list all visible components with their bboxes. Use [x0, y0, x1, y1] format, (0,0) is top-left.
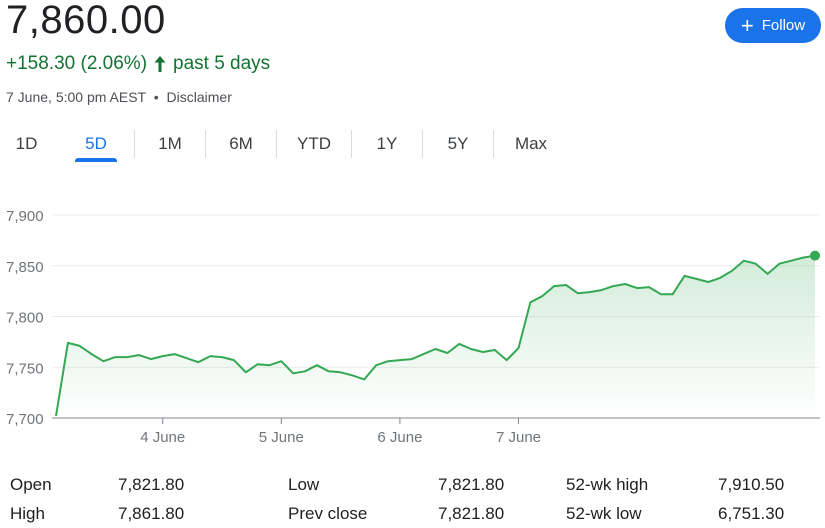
tab-label: YTD [297, 134, 331, 153]
tab-ytd[interactable]: YTD [277, 124, 351, 164]
price-chart[interactable]: 7,700 7,750 7,800 7,850 7,900 4 June 5 June 6 J… [0, 196, 825, 456]
tab-divider [351, 130, 352, 158]
tab-label: 6M [229, 134, 253, 153]
tab-max[interactable]: Max [494, 124, 568, 164]
price-area-fill [56, 255, 815, 418]
stat-value-52wk-high: 7,910.50 [718, 475, 785, 494]
y-tick-label: 7,800 [6, 310, 44, 327]
tab-6m[interactable]: 6M [206, 124, 276, 164]
change-period: past 5 days [173, 53, 271, 74]
change-value: +158.30 (2.06%) [6, 53, 148, 74]
price-line [55, 254, 816, 417]
tab-1y[interactable]: 1Y [352, 124, 422, 164]
stat-label-high: High [10, 504, 45, 523]
plus-icon: + [740, 12, 754, 38]
quote-meta: 7 June, 5:00 pm AEST • Disclaimer [6, 89, 232, 105]
stat-value-52wk-low: 6,751.30 [718, 504, 785, 523]
x-tick-label: 4 June [140, 429, 185, 446]
follow-button[interactable]: + Follow [725, 8, 821, 43]
y-tick-label: 7,900 [6, 208, 44, 225]
x-tick-label: 5 June [259, 429, 304, 446]
tab-divider [422, 130, 423, 158]
tab-divider [205, 130, 206, 158]
tab-label: Max [514, 134, 548, 153]
follow-label: Follow [761, 17, 806, 34]
stat-label-open: Open [10, 475, 52, 494]
disclaimer-link[interactable]: Disclaimer [166, 89, 232, 105]
stat-value-prev-close: 7,821.80 [438, 504, 505, 523]
tab-1d[interactable]: 1D [0, 124, 53, 164]
stat-label-52wk-high: 52-wk high [566, 475, 649, 494]
price-change: +158.30 (2.06%) past 5 days [6, 53, 270, 75]
range-tabs: 1D 5D 1M 6M YTD 1Y 5Y Max [0, 124, 568, 164]
quote-timestamp: 7 June, 5:00 pm AEST [6, 89, 146, 105]
stat-label-prev-close: Prev close [288, 504, 368, 523]
stat-value-high: 7,861.80 [118, 504, 185, 523]
meta-separator: • [153, 89, 159, 105]
tab-5y[interactable]: 5Y [423, 124, 493, 164]
stat-label-low: Low [288, 475, 320, 494]
current-price: 7,860.00 [6, 0, 166, 42]
y-tick-label: 7,850 [6, 259, 44, 276]
tab-label: 5D [85, 134, 107, 153]
tab-divider [134, 130, 135, 158]
tab-label: 1D [15, 134, 38, 153]
y-tick-label: 7,700 [6, 411, 44, 428]
tab-divider [276, 130, 277, 158]
arrow-up-icon [154, 56, 166, 72]
tab-label: 1M [158, 134, 182, 153]
key-stats: Open 7,821.80 Low 7,821.80 52-wk high 7,… [0, 470, 825, 528]
latest-price-dot [810, 250, 820, 261]
tab-5d[interactable]: 5D [75, 124, 117, 164]
tab-label: 1Y [376, 134, 398, 153]
x-tick-label: 7 June [496, 429, 541, 446]
x-tick-label: 6 June [377, 429, 422, 446]
tab-divider [493, 130, 494, 158]
stat-value-open: 7,821.80 [118, 475, 185, 494]
tab-1m[interactable]: 1M [135, 124, 205, 164]
stat-value-low: 7,821.80 [438, 475, 505, 494]
stat-label-52wk-low: 52-wk low [566, 504, 642, 523]
tab-label: 5Y [447, 134, 469, 153]
stats-row: High 7,861.80 Prev close 7,821.80 52-wk … [0, 499, 825, 528]
stats-row: Open 7,821.80 Low 7,821.80 52-wk high 7,… [0, 470, 825, 499]
y-tick-label: 7,750 [6, 360, 44, 377]
